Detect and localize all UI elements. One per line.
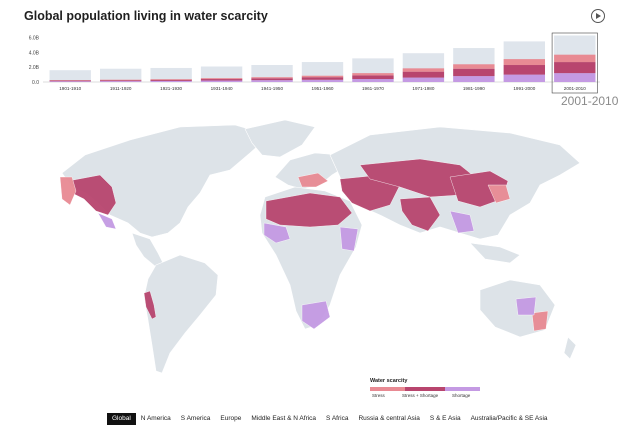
bar-segment: [200, 80, 243, 82]
bar-segment: [251, 80, 293, 82]
region-middle-east-n-africa[interactable]: Middle East & N Africa: [251, 415, 317, 422]
bar-segment: [150, 80, 192, 82]
greenland-landmass: [244, 119, 316, 158]
bar-segment: [150, 79, 192, 80]
bar-segment: [554, 54, 596, 63]
west-africa-shortage: [263, 222, 291, 244]
bar-segment: [301, 79, 344, 82]
north-africa-stress-shortage: [265, 192, 353, 228]
australia-stress: [531, 310, 549, 332]
legend-swatch-shortage: [445, 387, 480, 391]
x-tick-label: 1911-1920: [110, 86, 132, 91]
europe-stress: [297, 172, 329, 188]
selected-period-label: 2001-2010: [561, 94, 619, 108]
x-tick-label: 1971-1980: [412, 86, 434, 91]
map-legend: Water scarcity Stress Stress + Shortage …: [370, 378, 490, 402]
south-asia-stress-shortage: [399, 196, 441, 232]
legend-swatch-stress-shortage: [405, 387, 445, 391]
bar-segment: [99, 80, 142, 82]
region-filter-bar: Global N America S America Europe Middle…: [107, 413, 553, 425]
southeast-asia-shortage: [449, 210, 475, 234]
bar-segment: [453, 76, 495, 82]
legend-swatch-stress: [370, 387, 405, 391]
southeast-asia-islands: [469, 242, 521, 264]
bar-segment: [49, 80, 91, 82]
bar-segment: [301, 75, 344, 78]
bar-segment: [251, 78, 293, 81]
x-tick-label: 1931-1940: [211, 86, 233, 91]
east-africa-shortage: [339, 226, 359, 252]
south-america-landmass: [143, 254, 219, 374]
x-tick-label: 1901-1910: [59, 86, 81, 91]
andes-stress-shortage: [143, 290, 157, 320]
southern-africa-shortage: [301, 300, 331, 330]
bar-segment: [402, 77, 445, 82]
play-circle-icon[interactable]: [591, 9, 605, 23]
region-s-america[interactable]: S America: [180, 415, 211, 422]
us-west-stress-shortage: [67, 174, 117, 216]
bar-segment: [402, 71, 445, 78]
bar-segment: [554, 73, 596, 82]
bar-segment: [150, 79, 192, 81]
bar-segment: [554, 62, 596, 74]
australia-shortage: [515, 296, 537, 316]
central-america-landmass: [131, 232, 165, 268]
legend-label-stress-shortage: Stress + Shortage: [402, 393, 439, 398]
region-global[interactable]: Global: [107, 413, 136, 425]
bar-segment: [352, 73, 394, 76]
bar-segment: [49, 81, 91, 82]
x-tick-label: 2001-2010: [564, 86, 586, 91]
bar-segment: [352, 75, 394, 80]
bar-total: [49, 70, 91, 82]
bar-total: [99, 68, 142, 82]
bar-segment: [352, 79, 394, 82]
region-s-africa[interactable]: S Africa: [326, 415, 349, 422]
bar-segment: [402, 68, 445, 72]
bar-segment: [99, 81, 142, 82]
bar-segment: [503, 65, 546, 75]
bar-segment: [503, 74, 546, 82]
legend-label-stress: Stress: [372, 393, 385, 398]
bar-segment: [200, 78, 243, 80]
x-tick-label: 1941-1950: [261, 86, 283, 91]
population-bar-chart: 0.0 2.0B 4.0B 6.0B 1901-1910 1911-1920 1921-19…: [29, 32, 600, 94]
legend-label-shortage: Shortage: [452, 393, 471, 398]
x-tick-label: 1991-2000: [513, 86, 535, 91]
bar-segment: [453, 64, 495, 69]
region-russia-central-asia[interactable]: Russia & central Asia: [358, 415, 420, 422]
y-tick-label: 6.0B: [29, 36, 40, 42]
selected-bar-highlight: [551, 32, 598, 94]
x-tick-label: 1951-1960: [312, 86, 334, 91]
x-tick-label: 1981-1990: [463, 86, 485, 91]
bar-segment: [200, 79, 243, 81]
x-tick-label: 1921-1930: [160, 86, 182, 91]
region-s-e-asia[interactable]: S & E Asia: [429, 415, 461, 422]
bar-segment: [301, 77, 344, 80]
y-tick-label: 2.0B: [29, 65, 40, 71]
bar-total: [200, 66, 243, 82]
bar-segment: [503, 59, 546, 66]
bar-segment: [251, 77, 293, 79]
bar-segment: [453, 68, 495, 77]
mexico-shortage: [97, 212, 117, 230]
region-australia-pacific-se-asia[interactable]: Australia/Pacific & SE Asia: [470, 415, 548, 422]
y-tick-label: 4.0B: [29, 50, 40, 56]
x-tick-label: 1961-1970: [362, 86, 384, 91]
us-west-stress: [59, 176, 77, 206]
y-tick-label: 0.0: [32, 80, 39, 86]
legend-title: Water scarcity: [370, 378, 408, 384]
new-zealand-landmass: [563, 336, 577, 360]
region-n-america[interactable]: N America: [140, 415, 171, 422]
region-europe[interactable]: Europe: [220, 415, 242, 422]
china-stress: [487, 184, 511, 204]
bar-total: [150, 67, 192, 82]
page-title: Global population living in water scarci…: [24, 9, 268, 23]
bar-segment: [99, 79, 142, 81]
world-map: [59, 119, 581, 374]
